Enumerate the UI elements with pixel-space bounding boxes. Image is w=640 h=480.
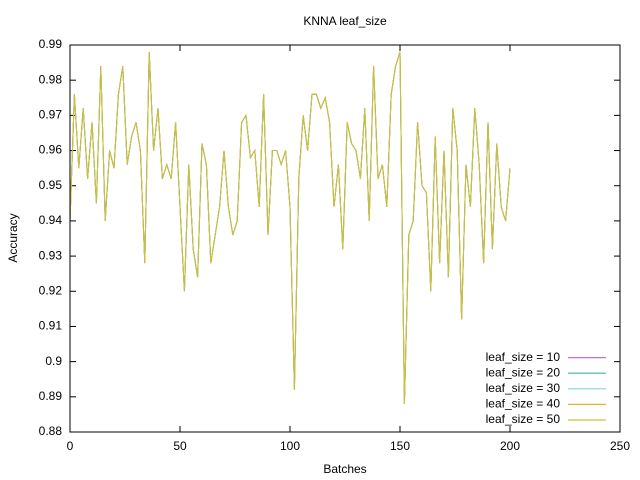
- y-tick-label: 0.99: [39, 37, 63, 51]
- x-tick-label: 100: [280, 439, 300, 453]
- legend-label: leaf_size = 10: [486, 350, 561, 364]
- y-tick-label: 0.88: [39, 424, 63, 438]
- x-tick-label: 0: [67, 439, 74, 453]
- legend-label: leaf_size = 30: [486, 381, 561, 395]
- y-tick-label: 0.95: [39, 178, 63, 192]
- x-tick-label: 200: [500, 439, 520, 453]
- x-tick-label: 250: [610, 439, 630, 453]
- y-tick-label: 0.96: [39, 143, 63, 157]
- x-tick-label: 50: [173, 439, 187, 453]
- y-tick-label: 0.98: [39, 72, 63, 86]
- y-tick-label: 0.89: [39, 389, 63, 403]
- plot-border: [69, 44, 621, 433]
- series-line: [69, 51, 511, 404]
- chart-title: KNNA leaf_size: [303, 14, 387, 28]
- x-axis-label: Batches: [323, 462, 366, 476]
- y-tick-label: 0.97: [39, 108, 63, 122]
- y-tick-label: 0.94: [39, 213, 63, 227]
- y-tick-label: 0.93: [39, 248, 63, 262]
- y-tick-label: 0.92: [39, 283, 63, 297]
- legend-label: leaf_size = 50: [486, 412, 561, 426]
- y-tick-label: 0.9: [45, 354, 62, 368]
- y-tick-label: 0.91: [39, 319, 63, 333]
- legend-label: leaf_size = 20: [486, 365, 561, 379]
- x-tick-label: 150: [390, 439, 410, 453]
- legend-label: leaf_size = 40: [486, 397, 561, 411]
- y-axis-label: Accuracy: [6, 213, 20, 262]
